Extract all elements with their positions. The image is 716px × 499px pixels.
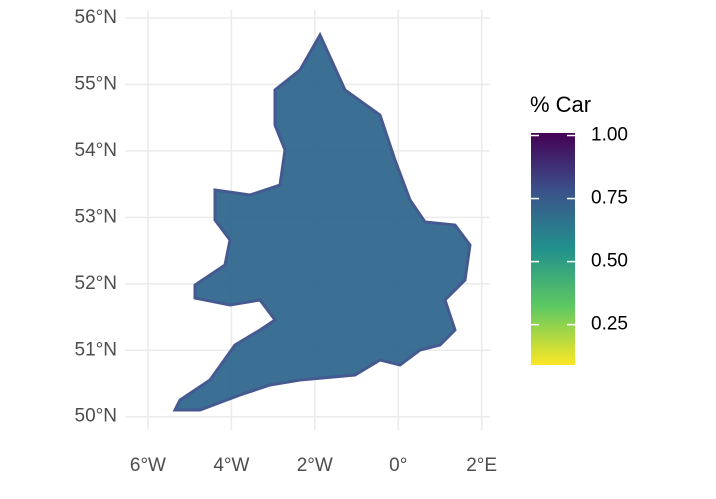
x-tick-label: 0° bbox=[389, 455, 407, 476]
colorbar-tick-label: 0.25 bbox=[591, 314, 628, 335]
colorbar-tick-label: 0.50 bbox=[591, 251, 628, 272]
y-tick-label: 56°N bbox=[75, 7, 117, 28]
y-tick-label: 55°N bbox=[75, 73, 117, 94]
y-tick-label: 54°N bbox=[75, 140, 117, 161]
y-tick-label: 53°N bbox=[75, 206, 117, 227]
y-tick-label: 51°N bbox=[75, 339, 117, 360]
y-tick-label: 50°N bbox=[75, 406, 117, 427]
x-tick-label: 6°W bbox=[130, 455, 166, 476]
colorbar bbox=[531, 133, 575, 365]
region-flows bbox=[172, 31, 472, 412]
y-tick-label: 52°N bbox=[75, 273, 117, 294]
x-tick-label: 2°E bbox=[466, 455, 497, 476]
x-tick-label: 2°W bbox=[297, 455, 333, 476]
colorbar-tick-label: 0.75 bbox=[591, 188, 628, 209]
x-tick-label: 4°W bbox=[213, 455, 249, 476]
legend-title: % Car bbox=[530, 92, 591, 117]
colorbar-tick-label: 1.00 bbox=[591, 125, 628, 146]
